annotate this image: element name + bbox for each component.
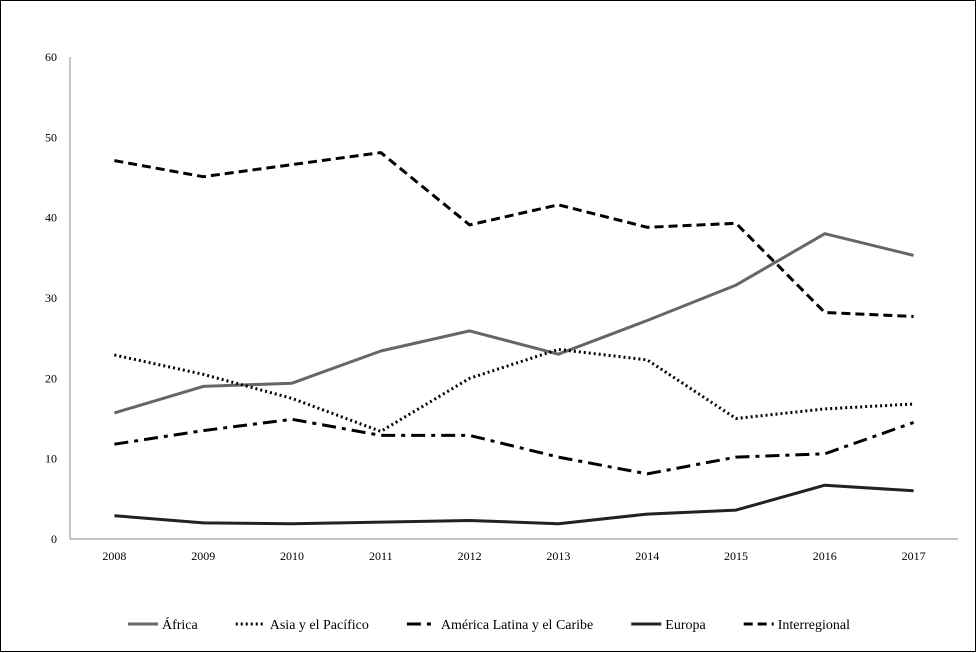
x-tick-label: 2011 <box>369 549 393 563</box>
y-tick-label: 50 <box>45 130 57 144</box>
y-tick-label: 20 <box>45 371 57 385</box>
legend-label: Interregional <box>778 618 850 633</box>
series-line-4 <box>114 151 914 318</box>
x-tick-label: 2009 <box>191 549 215 563</box>
legend-label: Europa <box>665 618 706 633</box>
series-line-2 <box>114 417 915 476</box>
y-tick-label: 10 <box>45 452 57 466</box>
x-tick-label: 2012 <box>458 549 482 563</box>
y-tick-label: 0 <box>51 532 57 546</box>
axes <box>69 57 958 540</box>
series-line-1 <box>114 347 914 433</box>
x-tick-label: 2013 <box>546 549 570 563</box>
y-tick-labels: 0 10 20 30 40 50 60 <box>45 50 57 546</box>
series-lines <box>113 151 915 526</box>
y-tick-label: 30 <box>45 291 57 305</box>
legend: África Asia y el Pacífico América Latina y… <box>127 616 850 633</box>
x-tick-label: 2010 <box>280 549 304 563</box>
y-tick-label: 60 <box>45 50 57 64</box>
legend-label: Asia y el Pacífico <box>270 618 369 633</box>
x-tick-label: 2017 <box>902 549 926 563</box>
x-tick-label: 2016 <box>813 549 837 563</box>
legend-label: América Latina y el Caribe <box>441 618 593 633</box>
series-line-0 <box>113 232 914 415</box>
x-tick-labels: 2008 2009 2010 2011 2012 2013 2014 2015 2016 2017 <box>102 549 925 563</box>
y-tick-label: 40 <box>45 211 57 225</box>
series-line-3 <box>114 483 914 526</box>
legend-label: África <box>162 616 199 633</box>
x-tick-label: 2015 <box>724 549 748 563</box>
x-tick-label: 2008 <box>102 549 126 563</box>
x-tick-label: 2014 <box>635 549 659 563</box>
